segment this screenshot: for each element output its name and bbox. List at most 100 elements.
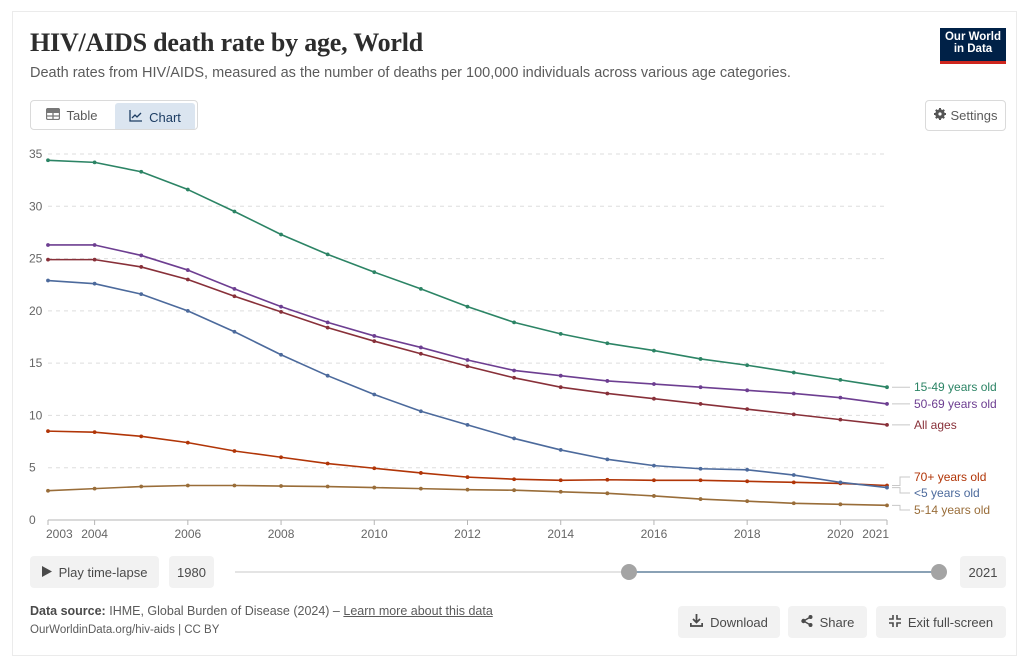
data-point-5-14-years-old bbox=[232, 483, 237, 488]
x-tick-label: 2012 bbox=[454, 527, 481, 541]
data-point-5-14-years-old bbox=[512, 488, 517, 493]
y-tick-label: 20 bbox=[29, 304, 43, 318]
data-point-all-ages bbox=[512, 375, 517, 380]
data-point-70-years-old bbox=[652, 478, 656, 483]
data-point-5-years-old bbox=[512, 436, 517, 441]
data-point-all-ages bbox=[698, 402, 703, 406]
x-tick-label: 2016 bbox=[641, 527, 668, 541]
y-tick-label: 15 bbox=[29, 356, 43, 370]
footer-url[interactable]: OurWorldinData.org/hiv-aids | CC BY bbox=[30, 624, 220, 636]
settings-label: Settings bbox=[950, 108, 998, 123]
owid-logo[interactable]: Our World in Data bbox=[940, 28, 1006, 64]
data-source: Data source: IHME, Global Burden of Dise… bbox=[30, 604, 493, 618]
exit-fullscreen-button[interactable]: Exit full-screen bbox=[876, 606, 1006, 638]
data-point-all-ages bbox=[185, 277, 190, 282]
logo-line-2: in Data bbox=[953, 43, 993, 55]
data-point-5-years-old bbox=[185, 308, 190, 313]
data-point-50-69-years-old bbox=[512, 368, 517, 373]
x-tick-label: 2018 bbox=[734, 527, 761, 541]
data-point-all-ages bbox=[605, 391, 610, 396]
data-point-50-69-years-old bbox=[698, 385, 703, 390]
data-point-5-14-years-old bbox=[698, 497, 703, 501]
data-point-50-69-years-old bbox=[465, 358, 470, 362]
data-point-all-ages bbox=[139, 265, 144, 269]
tab-chart[interactable]: Chart bbox=[115, 103, 195, 129]
data-point-all-ages bbox=[372, 339, 377, 344]
timeline-end-handle[interactable] bbox=[931, 564, 947, 580]
label-connector bbox=[892, 504, 910, 511]
data-point-5-years-old bbox=[885, 485, 889, 490]
data-point-all-ages bbox=[652, 396, 656, 401]
data-point-5-14-years-old bbox=[838, 502, 843, 507]
data-source-label: Data source: bbox=[30, 604, 106, 618]
data-point-15-49-years-old bbox=[698, 357, 703, 361]
series-label-15-49-years-old: 15-49 years old bbox=[914, 380, 997, 394]
data-point-all-ages bbox=[279, 310, 283, 314]
series-line-all-ages bbox=[48, 258, 888, 426]
data-point-5-years-old bbox=[46, 278, 50, 283]
data-point-15-49-years-old bbox=[838, 377, 843, 382]
data-point-50-69-years-old bbox=[885, 402, 889, 406]
data-point-50-69-years-old bbox=[46, 243, 50, 247]
data-point-5-years-old bbox=[232, 329, 237, 334]
series-line-15-49-years-old bbox=[47, 159, 888, 388]
data-point-70-years-old bbox=[745, 479, 750, 484]
data-point-50-69-years-old bbox=[791, 391, 796, 396]
series-label-70-years-old: 70+ years old bbox=[914, 470, 986, 484]
data-point-70-years-old bbox=[46, 429, 50, 434]
share-button[interactable]: Share bbox=[788, 606, 867, 638]
x-tick-label: 2008 bbox=[268, 527, 295, 541]
play-timelapse-button[interactable]: Play time-lapse bbox=[30, 556, 159, 588]
data-point-all-ages bbox=[558, 385, 563, 390]
y-tick-label: 5 bbox=[29, 461, 36, 475]
data-point-70-years-old bbox=[558, 478, 563, 483]
data-point-50-69-years-old bbox=[418, 345, 423, 350]
timeline-start-year[interactable]: 1980 bbox=[169, 556, 214, 588]
data-point-all-ages bbox=[885, 422, 889, 427]
data-point-5-years-old bbox=[745, 467, 750, 472]
timeline-start-handle[interactable] bbox=[621, 564, 637, 580]
x-tick-label: 2003 bbox=[46, 527, 73, 541]
settings-button[interactable]: Settings bbox=[925, 100, 1006, 131]
data-point-50-69-years-old bbox=[558, 373, 563, 378]
data-point-50-69-years-old bbox=[279, 304, 283, 309]
data-point-all-ages bbox=[92, 257, 97, 262]
tab-chart-label: Chart bbox=[149, 109, 181, 125]
tab-table-label: Table bbox=[66, 107, 98, 123]
data-point-70-years-old bbox=[325, 461, 330, 466]
data-point-50-69-years-old bbox=[372, 334, 377, 338]
data-point-all-ages bbox=[838, 417, 843, 422]
timeline-track[interactable] bbox=[235, 571, 940, 573]
timeline-end-year[interactable]: 2021 bbox=[960, 556, 1006, 588]
view-tabs: Table Chart bbox=[30, 100, 198, 130]
play-label: Play time-lapse bbox=[58, 564, 148, 580]
learn-more-link[interactable]: Learn more about this data bbox=[343, 604, 493, 618]
data-point-15-49-years-old bbox=[745, 363, 750, 368]
x-tick-label: 2004 bbox=[81, 527, 108, 541]
label-connector bbox=[892, 487, 910, 494]
data-point-15-49-years-old bbox=[139, 169, 144, 174]
data-point-15-49-years-old bbox=[418, 286, 423, 291]
data-point-15-49-years-old bbox=[325, 252, 330, 257]
y-tick-label: 10 bbox=[29, 408, 43, 422]
axes: 0 5 10 15 20 25 30 35 2003 2004 2006 2008 2010 2012 20… bbox=[29, 147, 889, 541]
tab-table[interactable]: Table bbox=[31, 101, 113, 129]
data-point-5-14-years-old bbox=[92, 486, 97, 491]
data-point-5-years-old bbox=[279, 352, 283, 357]
chart-subtitle: Death rates from HIV/AIDS, measured as t… bbox=[30, 65, 791, 81]
download-button[interactable]: Download bbox=[678, 606, 780, 638]
data-point-all-ages bbox=[418, 351, 423, 356]
data-point-50-69-years-old bbox=[325, 320, 330, 325]
share-icon bbox=[800, 614, 813, 630]
compress-icon bbox=[888, 614, 901, 630]
data-point-15-49-years-old bbox=[512, 320, 517, 325]
data-point-50-69-years-old bbox=[139, 253, 144, 258]
gear-icon bbox=[933, 108, 946, 123]
data-point-5-14-years-old bbox=[791, 501, 796, 506]
data-point-70-years-old bbox=[418, 471, 423, 475]
data-point-5-years-old bbox=[838, 480, 843, 485]
data-point-5-years-old bbox=[372, 392, 377, 397]
data-point-all-ages bbox=[791, 412, 796, 417]
data-point-70-years-old bbox=[232, 449, 237, 453]
